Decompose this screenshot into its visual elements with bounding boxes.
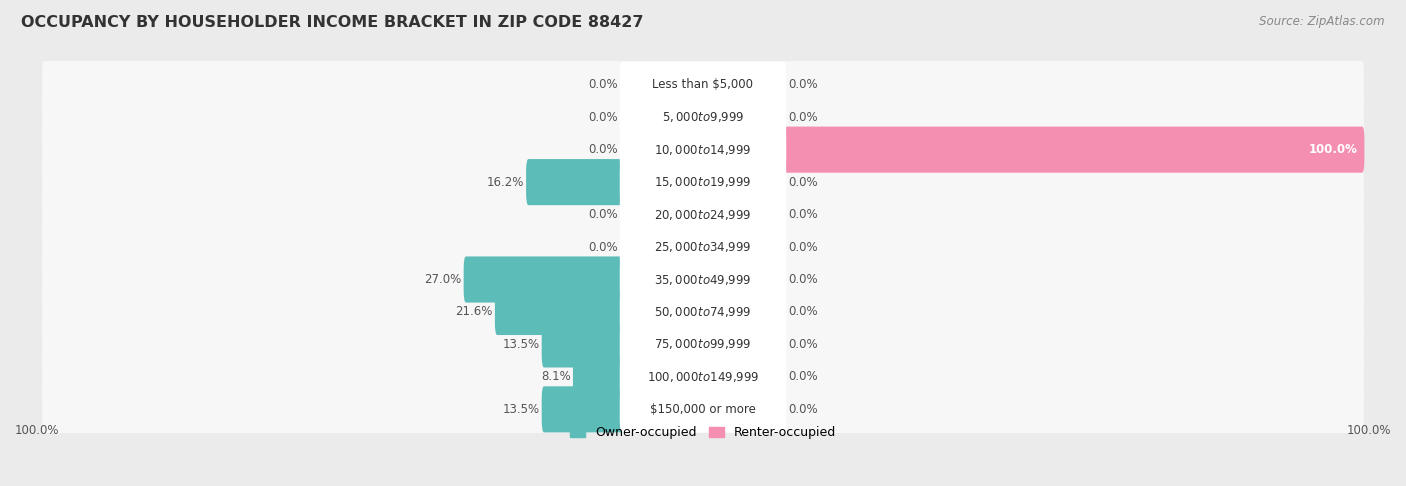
Text: 0.0%: 0.0% [588, 208, 617, 221]
FancyBboxPatch shape [42, 61, 1364, 108]
FancyBboxPatch shape [42, 93, 1364, 141]
Text: 0.0%: 0.0% [588, 78, 617, 91]
Text: 0.0%: 0.0% [588, 111, 617, 123]
FancyBboxPatch shape [495, 289, 624, 335]
FancyBboxPatch shape [620, 191, 786, 238]
FancyBboxPatch shape [782, 126, 1364, 173]
Text: 27.0%: 27.0% [425, 273, 461, 286]
Text: 0.0%: 0.0% [789, 111, 818, 123]
Text: 16.2%: 16.2% [486, 175, 524, 189]
Text: 13.5%: 13.5% [502, 338, 540, 351]
Text: 0.0%: 0.0% [789, 208, 818, 221]
FancyBboxPatch shape [620, 257, 786, 303]
Text: 0.0%: 0.0% [789, 273, 818, 286]
FancyBboxPatch shape [572, 354, 624, 400]
FancyBboxPatch shape [620, 386, 786, 433]
Text: 8.1%: 8.1% [541, 370, 571, 383]
Text: 100.0%: 100.0% [1347, 424, 1391, 437]
Text: 13.5%: 13.5% [502, 403, 540, 416]
FancyBboxPatch shape [464, 257, 624, 303]
FancyBboxPatch shape [541, 386, 624, 433]
Text: $75,000 to $99,999: $75,000 to $99,999 [654, 337, 752, 351]
FancyBboxPatch shape [620, 159, 786, 205]
FancyBboxPatch shape [620, 126, 786, 173]
Text: 0.0%: 0.0% [789, 175, 818, 189]
Text: $35,000 to $49,999: $35,000 to $49,999 [654, 273, 752, 287]
FancyBboxPatch shape [42, 158, 1364, 206]
Text: 100.0%: 100.0% [1309, 143, 1357, 156]
FancyBboxPatch shape [620, 289, 786, 335]
FancyBboxPatch shape [620, 354, 786, 400]
FancyBboxPatch shape [620, 62, 786, 108]
Text: Source: ZipAtlas.com: Source: ZipAtlas.com [1260, 15, 1385, 28]
Text: 0.0%: 0.0% [588, 143, 617, 156]
FancyBboxPatch shape [42, 191, 1364, 238]
Text: $10,000 to $14,999: $10,000 to $14,999 [654, 143, 752, 156]
Text: 0.0%: 0.0% [789, 338, 818, 351]
FancyBboxPatch shape [526, 159, 624, 205]
Text: $15,000 to $19,999: $15,000 to $19,999 [654, 175, 752, 189]
FancyBboxPatch shape [42, 256, 1364, 303]
Text: 0.0%: 0.0% [789, 403, 818, 416]
Text: $50,000 to $74,999: $50,000 to $74,999 [654, 305, 752, 319]
Text: 0.0%: 0.0% [789, 241, 818, 254]
Text: OCCUPANCY BY HOUSEHOLDER INCOME BRACKET IN ZIP CODE 88427: OCCUPANCY BY HOUSEHOLDER INCOME BRACKET … [21, 15, 644, 30]
FancyBboxPatch shape [620, 321, 786, 367]
Text: 100.0%: 100.0% [15, 424, 59, 437]
Text: 0.0%: 0.0% [789, 370, 818, 383]
FancyBboxPatch shape [42, 353, 1364, 400]
FancyBboxPatch shape [541, 321, 624, 367]
FancyBboxPatch shape [42, 321, 1364, 368]
Text: $25,000 to $34,999: $25,000 to $34,999 [654, 240, 752, 254]
Text: $5,000 to $9,999: $5,000 to $9,999 [662, 110, 744, 124]
Text: $20,000 to $24,999: $20,000 to $24,999 [654, 208, 752, 222]
FancyBboxPatch shape [42, 126, 1364, 174]
FancyBboxPatch shape [620, 94, 786, 140]
Text: 0.0%: 0.0% [588, 241, 617, 254]
Text: $150,000 or more: $150,000 or more [650, 403, 756, 416]
Text: 0.0%: 0.0% [789, 306, 818, 318]
Text: 21.6%: 21.6% [456, 306, 492, 318]
Legend: Owner-occupied, Renter-occupied: Owner-occupied, Renter-occupied [569, 426, 837, 439]
Text: 0.0%: 0.0% [789, 78, 818, 91]
FancyBboxPatch shape [42, 224, 1364, 271]
FancyBboxPatch shape [620, 224, 786, 270]
FancyBboxPatch shape [42, 386, 1364, 433]
Text: $100,000 to $149,999: $100,000 to $149,999 [647, 370, 759, 384]
Text: Less than $5,000: Less than $5,000 [652, 78, 754, 91]
FancyBboxPatch shape [42, 288, 1364, 336]
